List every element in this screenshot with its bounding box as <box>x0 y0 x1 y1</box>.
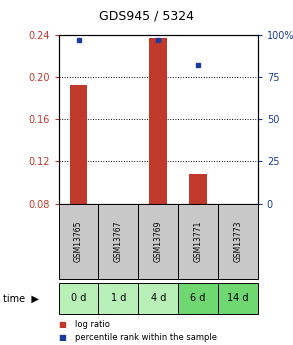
Text: 6 d: 6 d <box>190 294 206 303</box>
Bar <box>149 38 167 204</box>
Bar <box>98 283 138 314</box>
Text: time  ▶: time ▶ <box>3 294 39 303</box>
Text: 0 d: 0 d <box>71 294 86 303</box>
Text: ■: ■ <box>59 321 67 329</box>
Text: GSM13773: GSM13773 <box>234 221 242 262</box>
Bar <box>218 204 258 279</box>
Text: GDS945 / 5324: GDS945 / 5324 <box>99 9 194 22</box>
Bar <box>59 283 98 314</box>
Text: 4 d: 4 d <box>151 294 166 303</box>
Text: 1 d: 1 d <box>111 294 126 303</box>
Bar <box>59 204 98 279</box>
Bar <box>98 204 138 279</box>
Text: GSM13765: GSM13765 <box>74 221 83 262</box>
Bar <box>138 283 178 314</box>
Text: log ratio: log ratio <box>75 321 110 329</box>
Bar <box>178 204 218 279</box>
Text: GSM13767: GSM13767 <box>114 221 123 262</box>
Text: GSM13771: GSM13771 <box>194 221 202 262</box>
Text: ■: ■ <box>59 333 67 342</box>
Text: percentile rank within the sample: percentile rank within the sample <box>75 333 217 342</box>
Bar <box>218 283 258 314</box>
Text: GSM13769: GSM13769 <box>154 221 163 262</box>
Bar <box>178 283 218 314</box>
Bar <box>138 204 178 279</box>
Bar <box>189 174 207 204</box>
Bar <box>69 85 88 204</box>
Text: 14 d: 14 d <box>227 294 249 303</box>
